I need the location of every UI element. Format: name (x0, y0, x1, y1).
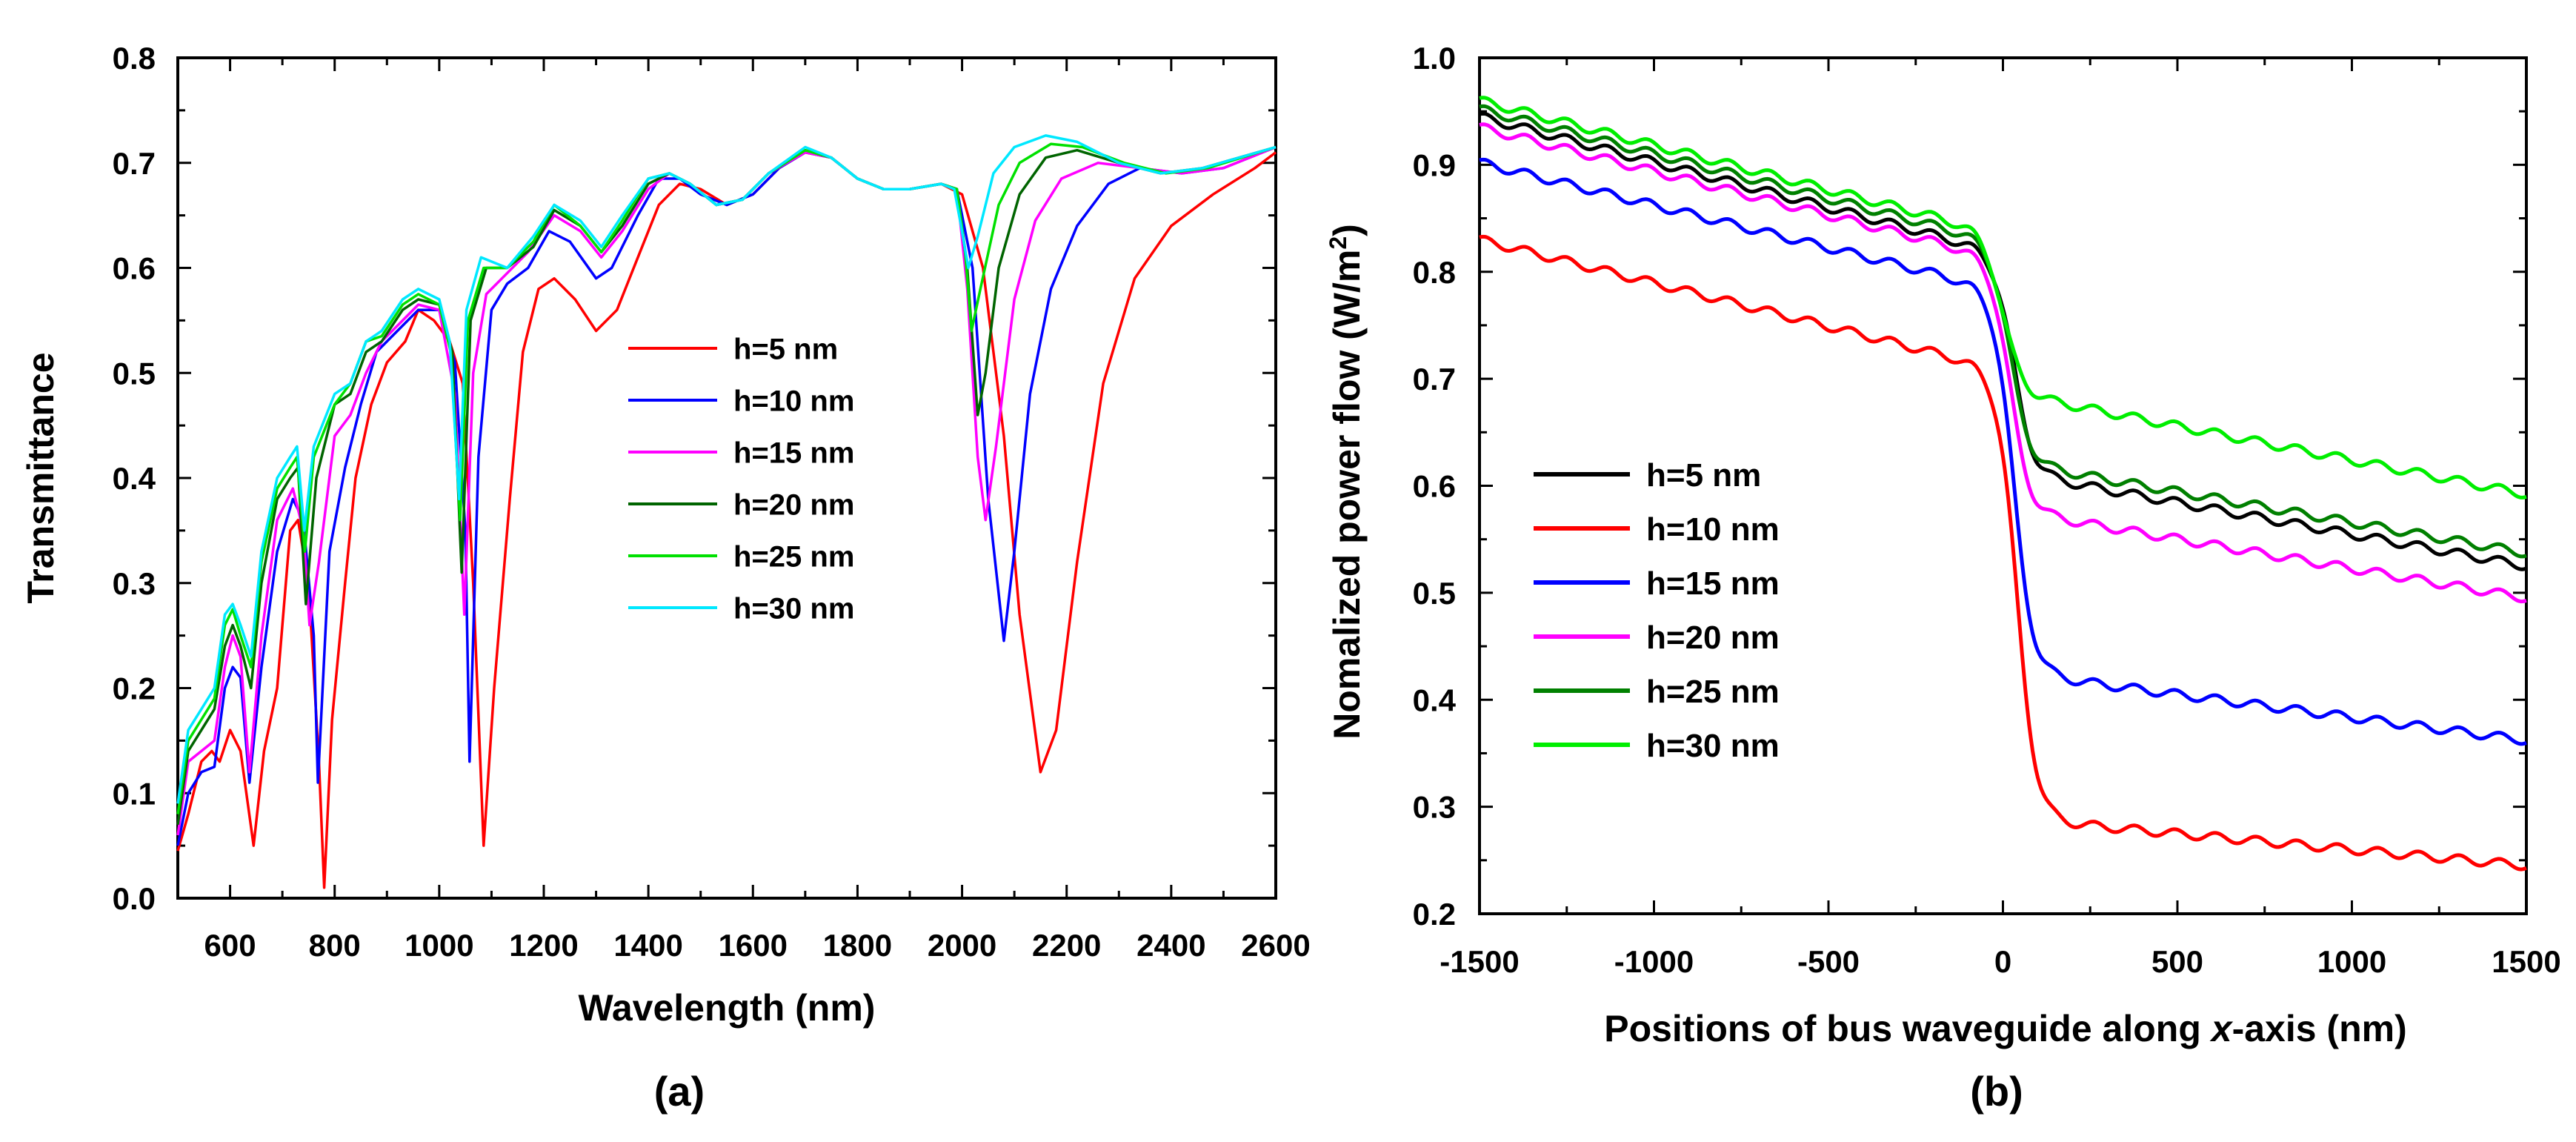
y-tick-label: 0.1 (113, 776, 156, 811)
legend-label: h=20 nm (1646, 620, 1780, 656)
chart-a-series (176, 134, 1277, 889)
chart-b-caption: (b) (1970, 1068, 2023, 1115)
chart-b-ylabel: Nomalized power flow (W/m2) (1325, 224, 1368, 740)
y-tick-label: 0.5 (1413, 576, 1456, 611)
series-line-h-10-nm (1479, 234, 2527, 872)
series-line-h-15-nm (1479, 157, 2527, 746)
y-tick-label: 0.3 (113, 566, 156, 601)
y-tick-label: 0.8 (113, 41, 156, 76)
chart-b: 0.2 0.3 0.4 0.5 0.6 0.7 0.8 0.9 1.0 -1500 -1000 -50… (1325, 41, 2561, 1115)
x-tick-label: 2000 (928, 928, 996, 963)
series-line-h-30-nm (176, 134, 1277, 804)
legend-label: h=5 nm (733, 333, 838, 365)
series-line-h-25-nm (1479, 104, 2527, 559)
chart-a: 0.0 0.1 0.2 0.3 0.4 0.5 0.6 0.7 0.8 600 800 1000 120… (20, 41, 1311, 1115)
x-tick-label: 600 (204, 928, 256, 963)
y-tick-label: 0.7 (113, 146, 156, 181)
chart-a-caption: (a) (654, 1068, 705, 1115)
x-tick-label: -1500 (1440, 944, 1519, 979)
x-tick-label: -1000 (1614, 944, 1694, 979)
y-tick-label: 0.9 (1413, 147, 1456, 182)
series-line-h-10-nm (176, 145, 1277, 846)
x-tick-label: 2600 (1241, 928, 1310, 963)
chart-a-xlabel: Wavelength (nm) (579, 987, 876, 1029)
y-tick-label: 0.4 (113, 461, 156, 496)
chart-b-ylabel-part-3: ) (1326, 224, 1368, 236)
x-tick-label: 500 (2151, 944, 2203, 979)
legend-label: h=15 nm (1646, 565, 1780, 602)
legend-label: h=30 nm (1646, 728, 1780, 764)
series-line-h-15-nm (176, 145, 1277, 836)
legend-label: h=20 nm (733, 488, 854, 521)
y-tick-label: 0.6 (1413, 469, 1456, 504)
y-tick-label: 0.3 (1413, 790, 1456, 825)
chart-a-ticks: 0.0 0.1 0.2 0.3 0.4 0.5 0.6 0.7 0.8 600 800 1000 120… (113, 41, 1311, 963)
x-tick-label: 1200 (509, 928, 578, 963)
chart-b-xlabel-part-2: x (2209, 1008, 2234, 1049)
legend-label: h=5 nm (1646, 457, 1761, 494)
chart-a-ylabel: Transmittance (20, 352, 61, 603)
y-tick-label: 0.2 (1413, 897, 1456, 932)
series-line-h-20-nm (1479, 122, 2527, 604)
chart-b-xlabel-part-1: Positions of bus waveguide along (1604, 1008, 2211, 1049)
chart-b-xlabel: Positions of bus waveguide along x-axis … (1604, 1008, 2407, 1049)
y-tick-label: 0.4 (1413, 683, 1457, 717)
x-tick-label: 2200 (1032, 928, 1101, 963)
x-tick-label: 1400 (613, 928, 682, 963)
y-tick-label: 0.0 (113, 881, 156, 916)
y-tick-label: 0.8 (1413, 255, 1456, 290)
x-tick-label: 1800 (823, 928, 892, 963)
x-tick-label: 1000 (405, 928, 473, 963)
series-line-h-30-nm (1479, 96, 2527, 499)
y-tick-label: 0.5 (113, 356, 156, 391)
x-tick-label: 2400 (1136, 928, 1205, 963)
y-tick-label: 0.7 (1413, 362, 1456, 396)
chart-b-series (1479, 96, 2527, 872)
series-line-h-20-nm (176, 145, 1277, 826)
y-tick-label: 0.2 (113, 671, 156, 706)
legend-label: h=25 nm (733, 540, 854, 573)
legend-label: h=30 nm (733, 592, 854, 625)
chart-a-legend: h=5 nm h=10 nm h=15 nm h=20 nm h=25 nm h=30 n… (628, 333, 854, 625)
series-line-h-5-nm (176, 150, 1277, 889)
chart-b-xlabel-part-3: -axis (nm) (2232, 1008, 2407, 1049)
x-tick-label: 1000 (2317, 944, 2386, 979)
chart-b-ticks: 0.2 0.3 0.4 0.5 0.6 0.7 0.8 0.9 1.0 -1500 -1000 -50… (1413, 41, 2561, 979)
x-tick-label: 1600 (719, 928, 788, 963)
legend-label: h=10 nm (733, 385, 854, 417)
legend-label: h=25 nm (1646, 674, 1780, 710)
legend-label: h=10 nm (1646, 511, 1780, 548)
x-tick-label: 0 (1994, 944, 2011, 979)
y-tick-label: 1.0 (1413, 41, 1456, 76)
chart-b-ylabel-part-2: 2 (1325, 236, 1351, 250)
x-tick-label: 800 (309, 928, 361, 963)
y-tick-label: 0.6 (113, 251, 156, 286)
chart-b-ylabel-part-1: Nomalized power flow (W/m (1326, 250, 1368, 740)
chart-b-legend: h=5 nm h=10 nm h=15 nm h=20 nm h=25 nm h=30 n… (1534, 457, 1780, 764)
x-tick-label: 1500 (2492, 944, 2560, 979)
x-tick-label: -500 (1797, 944, 1860, 979)
chart-b-frame (1478, 56, 2528, 915)
legend-label: h=15 nm (733, 436, 854, 469)
